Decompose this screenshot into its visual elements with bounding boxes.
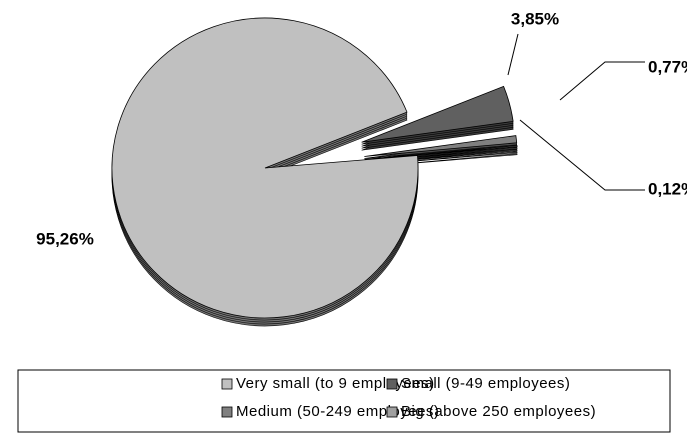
data-label: 95,26%: [36, 229, 94, 248]
legend-swatch: [221, 378, 233, 390]
legend-label: Big (above 250 employees): [401, 403, 596, 420]
data-label: 3,85%: [511, 9, 559, 28]
legend-label: Very small (to 9 employees): [236, 375, 435, 392]
slice: [111, 17, 419, 319]
legend-swatch: [386, 378, 398, 390]
legend-box: [17, 369, 671, 433]
data-label: 0,12%: [648, 179, 687, 198]
slice: [364, 135, 518, 157]
legend-swatch: [386, 406, 398, 418]
legend-label: Small (9-49 employees): [401, 375, 570, 392]
leader-line: [559, 61, 645, 101]
slice: [364, 145, 518, 160]
leader-line: [507, 33, 519, 76]
legend-swatch: [221, 406, 233, 418]
slice: [361, 85, 514, 143]
leader-line: [519, 119, 645, 191]
data-label: 0,77%: [648, 57, 687, 76]
